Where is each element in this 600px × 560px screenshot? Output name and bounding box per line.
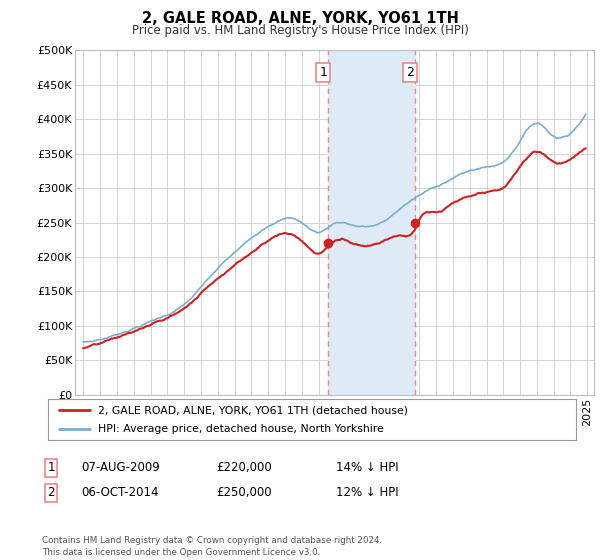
Text: HPI: Average price, detached house, North Yorkshire: HPI: Average price, detached house, Nort… — [98, 424, 384, 433]
Text: 2: 2 — [47, 486, 55, 500]
Text: 07-AUG-2009: 07-AUG-2009 — [81, 461, 160, 474]
Text: £220,000: £220,000 — [216, 461, 272, 474]
Text: 2, GALE ROAD, ALNE, YORK, YO61 1TH: 2, GALE ROAD, ALNE, YORK, YO61 1TH — [142, 11, 458, 26]
Text: £250,000: £250,000 — [216, 486, 272, 500]
Text: 12% ↓ HPI: 12% ↓ HPI — [336, 486, 398, 500]
Text: 1: 1 — [47, 461, 55, 474]
Bar — [328, 50, 415, 395]
Text: Contains HM Land Registry data © Crown copyright and database right 2024.
This d: Contains HM Land Registry data © Crown c… — [42, 536, 382, 557]
Text: Price paid vs. HM Land Registry's House Price Index (HPI): Price paid vs. HM Land Registry's House … — [131, 24, 469, 37]
Text: 06-OCT-2014: 06-OCT-2014 — [81, 486, 158, 500]
Text: 14% ↓ HPI: 14% ↓ HPI — [336, 461, 398, 474]
Text: 1: 1 — [319, 66, 327, 79]
Text: 2: 2 — [406, 66, 414, 79]
Text: 2, GALE ROAD, ALNE, YORK, YO61 1TH (detached house): 2, GALE ROAD, ALNE, YORK, YO61 1TH (deta… — [98, 405, 408, 415]
